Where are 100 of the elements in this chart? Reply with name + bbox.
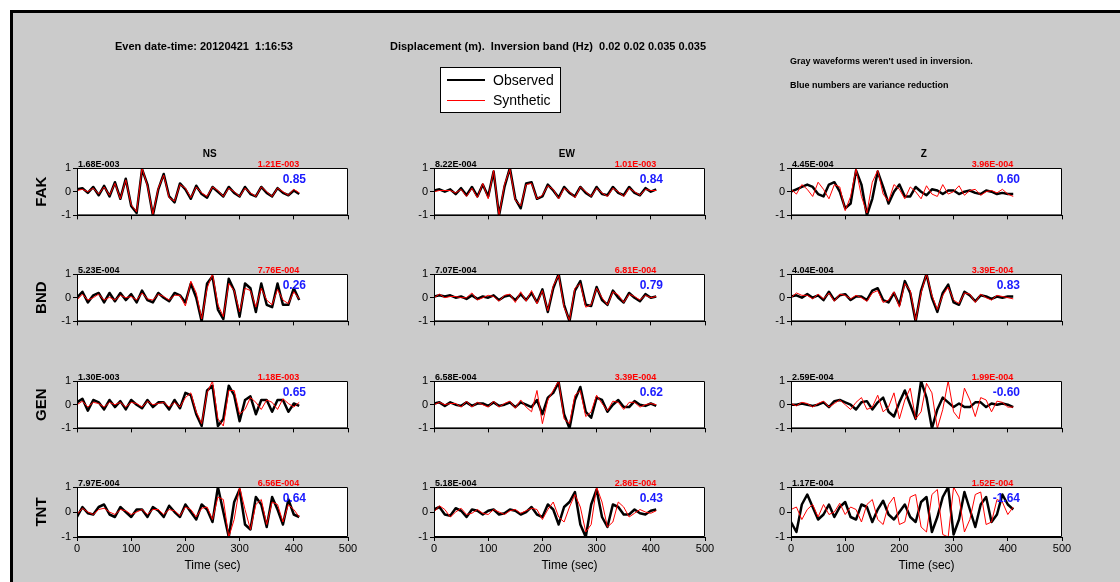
legend-label: Synthetic [493, 92, 551, 108]
x-tick-label: 100 [122, 541, 141, 554]
annotation: 4.04E-004 [792, 265, 834, 275]
y-tick-label: 1 [778, 161, 785, 174]
y-tick-label: 0 [778, 505, 785, 518]
x-tick-label: 300 [587, 541, 606, 554]
y-axis-title: BND [32, 281, 50, 314]
x-tick-label: 500 [1052, 541, 1072, 554]
x-tick-label: 200 [176, 541, 195, 554]
text: Even date-time: 20120421 1:16:53 [115, 40, 293, 52]
annotation: 1.21E-003 [257, 159, 300, 169]
x-axis-title: Time (sec) [184, 558, 241, 573]
annotation: 0.60 [996, 172, 1021, 186]
annotation: 3.96E-004 [971, 159, 1014, 169]
y-tick-label: 1 [421, 374, 428, 387]
y-tick-label: 1 [778, 480, 785, 493]
annotation: 3.39E-004 [971, 265, 1014, 275]
annotation: 0.64 [282, 491, 307, 505]
annotation: 3.39E-004 [614, 372, 657, 382]
y-tick-label: 1 [64, 267, 71, 280]
y-axis-title: GEN [32, 388, 50, 421]
y-tick-label: -1 [775, 314, 785, 327]
y-tick-label: 0 [421, 184, 428, 197]
y-tick-label: -1 [418, 314, 428, 327]
y-tick-label: 1 [421, 480, 428, 493]
x-tick-label: 500 [695, 541, 715, 554]
y-tick-label: -1 [418, 530, 428, 543]
text: Gray waveforms weren't used in inversion. [790, 56, 973, 66]
y-tick-label: -1 [775, 208, 785, 221]
x-tick-label: 0 [430, 541, 438, 554]
annotation: 6.56E-004 [257, 478, 300, 488]
annotation: 0.62 [639, 385, 664, 399]
y-axis-title: TNT [32, 497, 50, 527]
y-tick-label: 1 [778, 267, 785, 280]
chart-title: EW [558, 148, 576, 159]
y-tick-label: 1 [64, 374, 71, 387]
annotation: 5.23E-004 [78, 265, 120, 275]
annotation: 0.84 [639, 172, 664, 186]
x-tick-label: 400 [998, 541, 1017, 554]
annotation: 0.65 [282, 385, 307, 399]
y-tick-label: -1 [418, 208, 428, 221]
x-tick-label: 200 [890, 541, 909, 554]
y-tick-label: 1 [64, 480, 71, 493]
y-tick-label: 0 [64, 290, 71, 303]
x-tick-label: 300 [230, 541, 249, 554]
y-tick-label: 0 [421, 505, 428, 518]
chart-title: NS [202, 148, 218, 159]
x-tick-label: 100 [836, 541, 855, 554]
y-tick-label: 1 [421, 267, 428, 280]
annotation: 0.26 [282, 278, 307, 292]
y-tick-label: 0 [64, 184, 71, 197]
y-tick-label: 0 [421, 290, 428, 303]
annotation: 0.79 [639, 278, 664, 292]
annotation: 7.76E-004 [257, 265, 300, 275]
annotation: 4.45E-004 [792, 159, 834, 169]
annotation: 5.18E-004 [435, 478, 477, 488]
annotation: 0.85 [282, 172, 307, 186]
y-tick-label: -1 [61, 314, 71, 327]
text: Blue numbers are variance reduction [790, 80, 949, 90]
x-tick-label: 200 [533, 541, 552, 554]
x-axis-title: Time (sec) [898, 558, 955, 573]
annotation: 0.43 [639, 491, 664, 505]
text: Displacement (m). Inversion band (Hz) 0.02 0.02 0.035 0.035 [390, 40, 707, 52]
annotation: 1.18E-003 [257, 372, 300, 382]
annotation: 1.99E-004 [971, 372, 1014, 382]
x-tick-label: 400 [641, 541, 660, 554]
annotation: 2.59E-004 [792, 372, 834, 382]
y-tick-label: 0 [64, 397, 71, 410]
y-tick-label: 0 [778, 397, 785, 410]
annotation: 6.81E-004 [614, 265, 657, 275]
legend-label: Observed [493, 72, 554, 88]
annotation: 1.68E-003 [78, 159, 120, 169]
annotation: 6.58E-004 [435, 372, 477, 382]
annotation: 1.17E-004 [792, 478, 834, 488]
x-axis-title: Time (sec) [541, 558, 598, 573]
x-tick-label: 0 [787, 541, 795, 554]
annotation: 1.30E-003 [78, 372, 120, 382]
y-tick-label: 0 [421, 397, 428, 410]
annotation: 1.01E-003 [614, 159, 657, 169]
y-tick-label: 0 [64, 505, 71, 518]
y-tick-label: 1 [421, 161, 428, 174]
annotation: 7.07E-004 [435, 265, 477, 275]
annotation: 7.97E-004 [78, 478, 120, 488]
annotation: 2.86E-004 [614, 478, 657, 488]
y-tick-label: 1 [64, 161, 71, 174]
annotation: 1.52E-004 [971, 478, 1014, 488]
y-tick-label: -1 [61, 530, 71, 543]
y-tick-label: 0 [778, 184, 785, 197]
chart-title: Z [920, 148, 927, 159]
y-tick-label: -1 [775, 530, 785, 543]
y-axis-title: FAK [32, 176, 50, 207]
x-tick-label: 500 [338, 541, 358, 554]
x-tick-label: 0 [73, 541, 81, 554]
annotation: -0.60 [992, 385, 1021, 399]
y-tick-label: 1 [778, 374, 785, 387]
y-tick-label: 0 [778, 290, 785, 303]
y-tick-label: -1 [418, 421, 428, 434]
x-tick-label: 400 [284, 541, 303, 554]
y-tick-label: -1 [775, 421, 785, 434]
y-tick-label: -1 [61, 208, 71, 221]
